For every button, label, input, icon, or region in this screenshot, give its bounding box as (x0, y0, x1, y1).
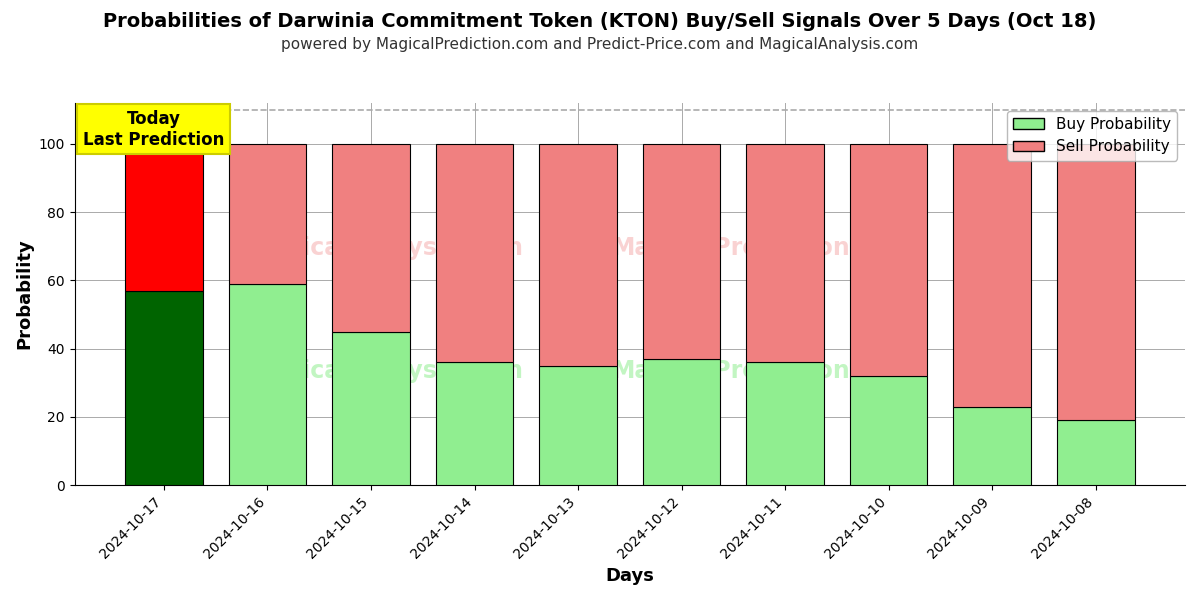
Bar (229, 144, 306, 284)
X-axis label: Days: Days (605, 567, 654, 585)
Y-axis label: Probability: Probability (16, 239, 34, 349)
Bar (953, 407, 1031, 485)
Bar (125, 290, 203, 485)
Bar (850, 376, 928, 485)
Text: MagicalAnalysis.com: MagicalAnalysis.com (247, 236, 524, 260)
Text: MagicalPrediction.com: MagicalPrediction.com (612, 236, 914, 260)
Text: Today
Last Prediction: Today Last Prediction (83, 110, 224, 149)
Bar (332, 144, 410, 332)
Bar (746, 362, 824, 485)
Bar (1057, 144, 1134, 421)
Bar (643, 359, 720, 485)
Legend: Buy Probability, Sell Probability: Buy Probability, Sell Probability (1007, 110, 1177, 161)
Bar (953, 144, 1031, 407)
Text: MagicalPrediction.com: MagicalPrediction.com (612, 359, 914, 383)
Bar (539, 366, 617, 485)
Text: powered by MagicalPrediction.com and Predict-Price.com and MagicalAnalysis.com: powered by MagicalPrediction.com and Pre… (281, 37, 919, 52)
Bar (332, 332, 410, 485)
Bar (746, 144, 824, 362)
Text: Probabilities of Darwinia Commitment Token (KTON) Buy/Sell Signals Over 5 Days (: Probabilities of Darwinia Commitment Tok… (103, 12, 1097, 31)
Bar (436, 144, 514, 362)
Bar (539, 144, 617, 366)
Text: MagicalAnalysis.com: MagicalAnalysis.com (247, 359, 524, 383)
Bar (125, 144, 203, 290)
Bar (850, 144, 928, 376)
Bar (436, 362, 514, 485)
Bar (1057, 421, 1134, 485)
Bar (643, 144, 720, 359)
Bar (229, 284, 306, 485)
